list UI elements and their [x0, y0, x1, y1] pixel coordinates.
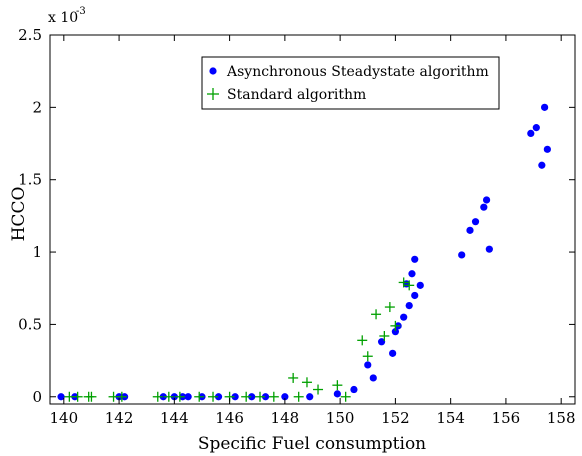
data-point-standard — [241, 391, 252, 402]
y-tick-label: 0.5 — [18, 315, 42, 333]
data-point-asynchronous — [416, 281, 424, 289]
data-point-asynchronous — [350, 385, 358, 394]
y-axis-multiplier: x 10 — [48, 10, 78, 26]
data-point-asynchronous — [543, 145, 551, 153]
data-point-asynchronous — [57, 393, 65, 401]
y-tick-label: 1 — [32, 243, 42, 261]
data-point-asynchronous — [411, 255, 419, 263]
data-point-standard — [362, 351, 373, 362]
series-0 — [57, 103, 551, 401]
data-point-asynchronous — [333, 390, 341, 398]
data-point-standard — [357, 335, 368, 346]
legend-marker-asynchronous — [209, 67, 217, 75]
data-point-asynchronous — [408, 270, 416, 278]
data-point-standard — [398, 277, 409, 288]
data-point-asynchronous — [482, 196, 491, 204]
data-point-standard — [379, 330, 390, 341]
data-point-asynchronous — [159, 393, 167, 401]
legend-label-standard: Standard algorithm — [227, 87, 366, 103]
series-1 — [64, 277, 415, 402]
plot-frame — [49, 34, 576, 405]
data-point-asynchronous — [248, 393, 256, 401]
axes: 140 142 144 146 148 150 152 154 156 158 0 0.5 1 1.5 2 2… — [18, 26, 575, 427]
data-point-standard — [384, 302, 395, 313]
data-point-standard — [404, 280, 415, 291]
data-point-asynchronous — [364, 361, 372, 369]
data-point-standard — [332, 380, 343, 391]
legend: Asynchronous Steadystate algorithm Stand… — [201, 56, 500, 110]
data-point-asynchronous — [261, 393, 270, 401]
data-point-asynchronous — [231, 393, 239, 401]
plot-layer — [57, 103, 551, 402]
y-axis-multiplier-exponent: -3 — [76, 6, 86, 17]
data-point-asynchronous — [369, 374, 377, 382]
legend-label-asynchronous: Asynchronous Steadystate algorithm — [226, 64, 489, 80]
data-point-asynchronous — [458, 251, 466, 259]
data-point-asynchronous — [214, 393, 223, 401]
x-tick-label: 156 — [492, 409, 521, 427]
data-point-asynchronous — [281, 393, 289, 401]
data-point-standard — [293, 391, 304, 402]
data-point-standard — [163, 391, 174, 402]
legend-box — [201, 56, 500, 110]
data-point-asynchronous — [400, 313, 408, 321]
data-point-asynchronous — [405, 302, 413, 310]
data-point-asynchronous — [389, 349, 397, 357]
x-tick-label: 142 — [105, 409, 134, 427]
data-point-asynchronous — [538, 161, 546, 169]
y-tick-label: 2.5 — [18, 26, 42, 44]
data-point-asynchronous — [471, 218, 480, 226]
legend-marker-standard — [207, 88, 219, 100]
data-point-standard — [116, 391, 127, 402]
data-point-standard — [371, 309, 382, 320]
data-point-standard — [174, 391, 185, 402]
data-point-asynchronous — [391, 328, 399, 336]
y-tick-label: 2 — [32, 98, 42, 116]
x-tick-label: 150 — [326, 409, 355, 427]
data-point-asynchronous — [466, 226, 474, 234]
x-axis-label: Specific Fuel consumption — [198, 434, 426, 454]
data-point-standard — [288, 372, 299, 383]
data-point-standard — [72, 391, 83, 402]
data-point-asynchronous — [377, 338, 386, 346]
data-point-standard — [301, 377, 312, 388]
data-point-standard — [152, 391, 163, 402]
data-point-standard — [86, 391, 97, 402]
y-tick-label: 0 — [32, 388, 42, 406]
data-point-asynchronous — [527, 129, 535, 137]
data-point-asynchronous — [541, 103, 549, 111]
x-tick-label: 146 — [215, 409, 244, 427]
x-tick-label: 152 — [381, 409, 410, 427]
data-point-standard — [268, 391, 279, 402]
data-point-standard — [194, 391, 205, 402]
y-tick-label: 1.5 — [18, 171, 42, 189]
data-point-asynchronous — [532, 124, 540, 132]
y-multiplier-base: x 10 — [48, 10, 78, 26]
data-point-asynchronous — [480, 203, 488, 211]
data-point-asynchronous — [485, 245, 493, 253]
data-point-standard — [208, 391, 219, 402]
data-point-standard — [390, 320, 401, 331]
data-point-asynchronous — [306, 393, 314, 401]
x-tick-label: 154 — [436, 409, 465, 427]
x-tick-label: 148 — [271, 409, 300, 427]
data-point-standard — [255, 391, 265, 402]
y-axis-label: HCCO — [9, 187, 29, 242]
x-tick-label: 144 — [160, 409, 189, 427]
data-point-standard — [313, 384, 324, 395]
data-point-asynchronous — [184, 393, 192, 401]
data-point-standard — [340, 391, 351, 402]
x-tick-label: 158 — [547, 409, 576, 427]
x-tick-label: 140 — [49, 409, 78, 427]
data-point-asynchronous — [170, 393, 178, 401]
data-point-asynchronous — [411, 291, 419, 300]
